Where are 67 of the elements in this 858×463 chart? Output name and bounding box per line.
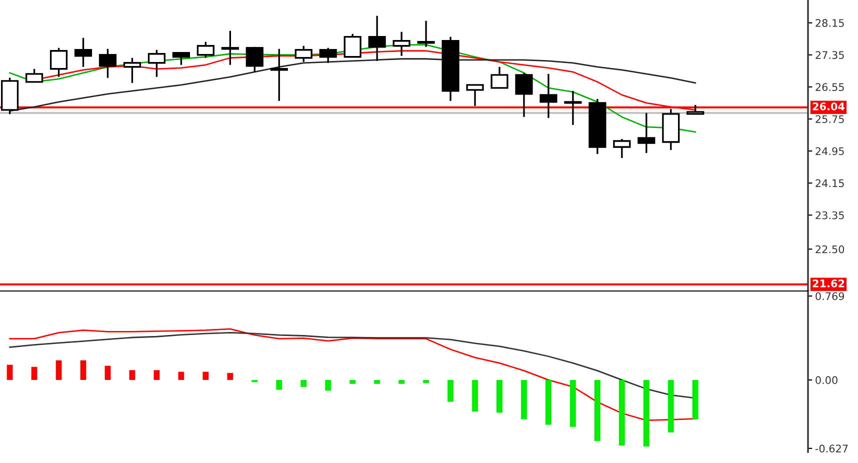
candlestick: [613, 138, 631, 159]
bar: [104, 366, 111, 380]
bar: [129, 370, 136, 380]
candlestick: [98, 48, 117, 79]
y-tick-label: 27.35: [816, 51, 844, 59]
candlestick: [490, 66, 508, 89]
bar: [252, 380, 258, 382]
bar: [202, 372, 209, 380]
bar: [618, 380, 625, 446]
candlestick: [148, 49, 166, 78]
bar: [472, 380, 478, 412]
bar: [668, 380, 674, 432]
candlestick: [294, 45, 312, 63]
y-tick-label: -0.627: [815, 444, 848, 453]
y-tick-label: 26.55: [816, 83, 844, 92]
bar: [350, 380, 356, 384]
bar: [643, 380, 650, 447]
bar: [80, 360, 86, 380]
bar: [6, 364, 13, 380]
bar: [276, 380, 282, 390]
bar: [521, 380, 527, 420]
y-tick-label: 0.769: [816, 292, 844, 300]
candlestick: [417, 20, 435, 48]
y-tick-label: 0.00: [816, 376, 838, 384]
bar: [374, 380, 380, 384]
bar: [594, 380, 600, 442]
ref-line-label: 21.62: [812, 280, 844, 288]
y-tick-label: 24.95: [816, 147, 844, 156]
y-tick-label: 23.35: [816, 211, 844, 220]
bar: [570, 380, 576, 427]
candlestick: [319, 47, 337, 64]
candlestick: [392, 31, 410, 57]
bar: [423, 380, 429, 384]
candlestick: [540, 73, 558, 119]
candlestick: [172, 52, 190, 66]
candlestick: [25, 68, 44, 83]
candlestick: [196, 41, 214, 59]
candlestick: [123, 57, 142, 84]
bar: [31, 366, 38, 380]
candlestick: [515, 72, 533, 118]
bar: [154, 370, 160, 380]
ref-line-label: 26.04: [812, 102, 845, 110]
candlestick: [638, 112, 656, 154]
bar: [56, 360, 62, 380]
bar: [496, 380, 502, 413]
bar: [546, 380, 552, 425]
bar: [178, 372, 184, 380]
candlestick: [246, 46, 264, 73]
candlestick: [344, 33, 362, 58]
candlestick: [686, 104, 704, 115]
bar: [398, 380, 404, 384]
candlestick: [221, 30, 239, 66]
y-tick-label: 22.50: [816, 245, 844, 254]
bar: [227, 372, 234, 380]
y-tick-label: 28.15: [816, 19, 844, 27]
candlestick: [50, 47, 68, 78]
y-tick-label: 25.75: [816, 115, 844, 124]
bar: [300, 380, 307, 387]
bar: [448, 380, 454, 402]
candlestick: [74, 37, 92, 68]
bar: [692, 380, 698, 420]
candlestick: [564, 90, 582, 126]
candlestick: [368, 14, 386, 62]
bar: [325, 380, 332, 391]
candlestick: [270, 48, 288, 102]
candlestick: [466, 84, 484, 107]
y-tick-label: 24.15: [816, 179, 844, 188]
